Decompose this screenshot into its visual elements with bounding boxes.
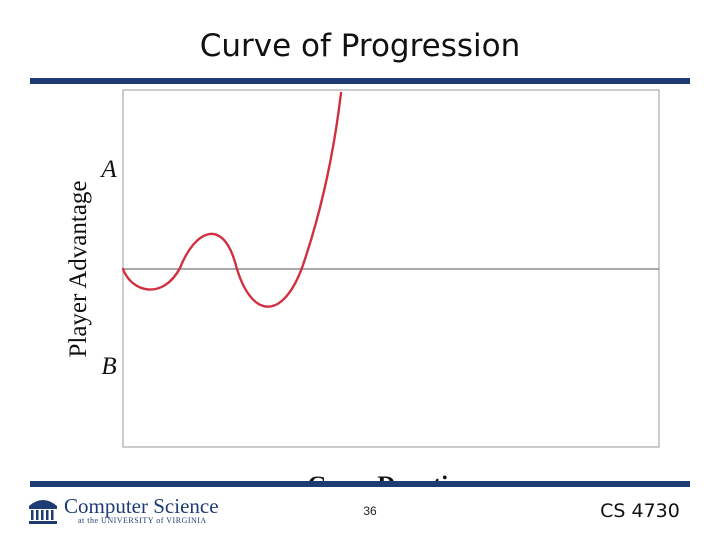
course-code: CS 4730 bbox=[600, 500, 680, 522]
rotunda-icon bbox=[29, 500, 57, 524]
logo-name: Computer Science bbox=[64, 494, 219, 518]
marker-a: A bbox=[99, 156, 117, 183]
x-axis-label: Game Duration bbox=[307, 472, 474, 499]
y-axis-label: Player Advantage bbox=[65, 180, 92, 357]
page-number: 36 bbox=[363, 504, 377, 518]
progression-curve bbox=[121, 91, 343, 308]
footer-rule bbox=[30, 481, 690, 487]
title-rule bbox=[30, 78, 690, 84]
logo-subtitle: at the UNIVERSITY of VIRGINIA bbox=[78, 516, 207, 525]
slide-title: Curve of Progression bbox=[199, 28, 521, 64]
marker-b: B bbox=[101, 353, 116, 380]
department-logo: Computer Science at the UNIVERSITY of VI… bbox=[28, 494, 238, 526]
